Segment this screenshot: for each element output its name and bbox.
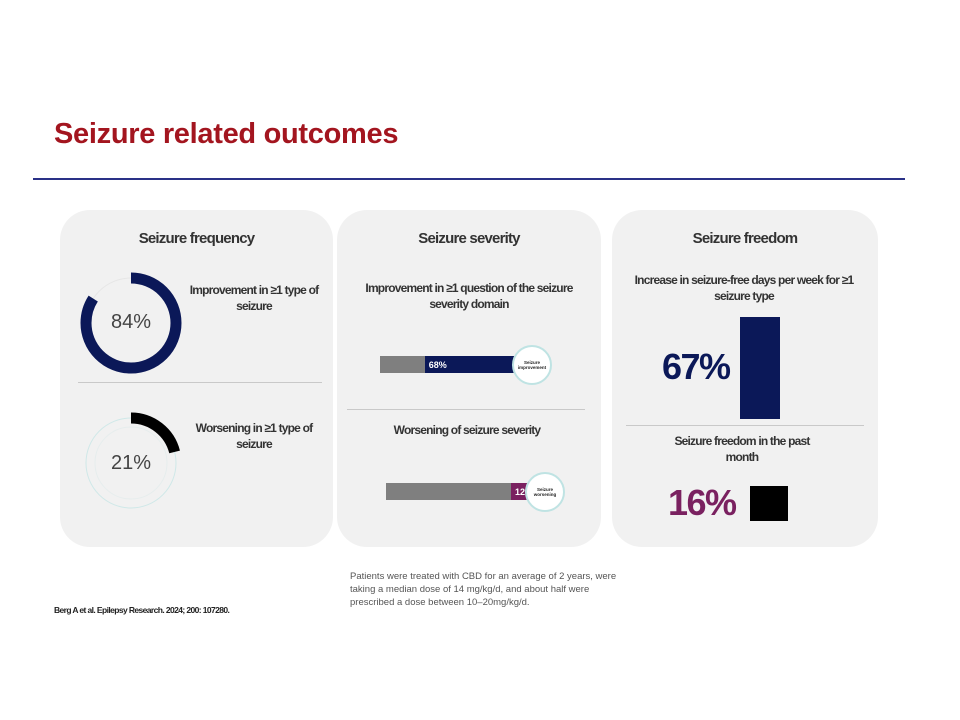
worsening-percent: 21%	[110, 452, 152, 474]
worsening-label: Worsening in ≥1 type of seizure	[195, 421, 313, 451]
improvement-bar-value: 68%	[428, 360, 447, 370]
panel-divider	[78, 382, 322, 383]
seizure-freedom-panel: Seizure freedom Increase in seizure-free…	[612, 210, 878, 547]
footnote: Patients were treated with CBD for an av…	[350, 571, 617, 608]
improvement-badge: Seizure improvement	[512, 345, 552, 385]
improvement-label: Improvement in ≥1 type of seizure	[189, 283, 319, 313]
improvement-bar-fill	[424, 356, 520, 373]
panel-title: Seizure freedom	[692, 230, 799, 247]
increase-label: Increase in seizure-free days per week f…	[634, 273, 855, 303]
increase-bar	[740, 317, 780, 419]
worsening-label: Worsening of seizure severity	[393, 423, 541, 437]
worsening-bar-fill	[510, 483, 528, 500]
improvement-percent: 84%	[110, 311, 152, 333]
improvement-label: Improvement in ≥1 question of the seizur…	[365, 281, 573, 311]
reference-citation: Berg A et al. Epilepsy Research. 2024; 2…	[54, 605, 230, 615]
panel-divider	[626, 425, 864, 426]
improvement-donut	[80, 272, 182, 374]
worsening-donut-arc	[80, 412, 182, 514]
past-month-percent: 16%	[668, 482, 737, 523]
worsening-badge: Seizure worsening	[525, 472, 565, 512]
worsening-bar-value: 12%	[514, 487, 533, 497]
panel-title: Seizure severity	[418, 230, 520, 247]
panel-divider	[347, 409, 585, 410]
seizure-severity-panel: Seizure severity Improvement in ≥1 quest…	[337, 210, 601, 547]
past-month-bar	[750, 486, 788, 521]
worsening-bar-track	[386, 483, 528, 500]
increase-percent: 67%	[662, 346, 731, 387]
worsening-donut	[80, 412, 182, 514]
page-title: Seizure related outcomes	[54, 118, 399, 150]
past-month-label: Seizure freedom in the past month	[674, 434, 810, 464]
panel-title: Seizure frequency	[138, 230, 255, 247]
improvement-donut-arc	[80, 272, 182, 374]
seizure-frequency-panel: Seizure frequency 84% Improvement in ≥1 …	[60, 210, 333, 547]
title-divider	[33, 178, 905, 180]
